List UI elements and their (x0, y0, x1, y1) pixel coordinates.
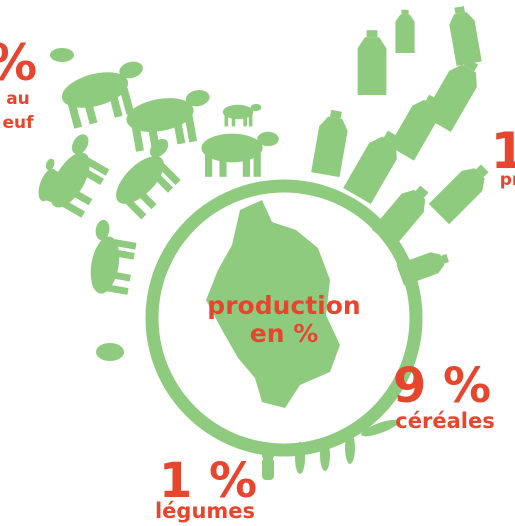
label-value: % (0, 34, 37, 92)
label-name: pr (500, 170, 515, 190)
cows (33, 48, 279, 361)
label-name: euf (2, 113, 34, 133)
label-value: 9 % (393, 358, 491, 414)
country-map (206, 200, 340, 408)
milk-cartons (311, 4, 495, 286)
label-value: 1 % (159, 453, 257, 509)
title: production (207, 291, 360, 320)
label-name: céréales (395, 409, 494, 433)
title: en % (250, 319, 319, 348)
ring (145, 179, 423, 457)
label-name: légumes (155, 499, 255, 523)
label-name: au (6, 89, 30, 109)
label-value: 1 (491, 122, 515, 180)
